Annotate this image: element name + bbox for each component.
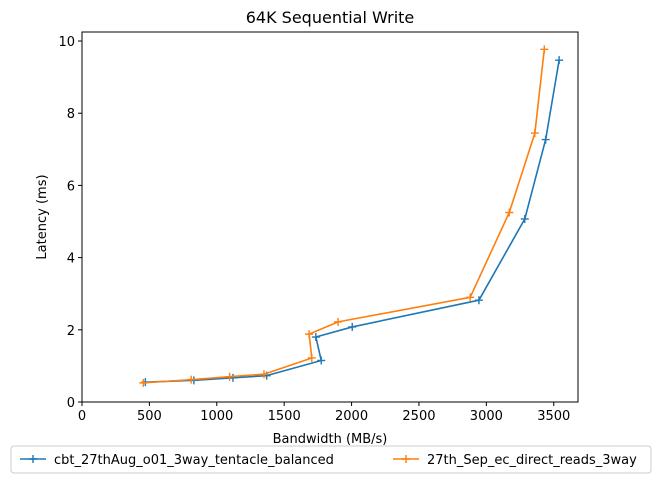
data-point [474, 296, 483, 305]
data-point [348, 322, 357, 331]
series-1 [141, 56, 564, 387]
chart-title: 64K Sequential Write [246, 8, 415, 27]
x-tick-label: 1500 [268, 409, 301, 424]
x-axis-label: Bandwidth (MB/s) [273, 432, 388, 447]
y-tick-label: 10 [58, 35, 75, 50]
legend: cbt_27thAug_o01_3way_tentacle_balanced 27… [10, 445, 652, 474]
x-tick-label: 3500 [537, 409, 570, 424]
axes-frame [81, 31, 579, 403]
legend-label: 27th_Sep_ec_direct_reads_3way [427, 453, 637, 468]
y-tick-label: 6 [67, 179, 75, 194]
data-point [530, 129, 539, 138]
data-point [225, 372, 234, 381]
data-point [505, 208, 514, 217]
y-tick-label: 8 [67, 107, 75, 122]
data-point [259, 370, 268, 379]
data-point [555, 56, 564, 65]
data-point [466, 293, 475, 302]
y-tick-label: 2 [67, 324, 75, 339]
data-point [311, 333, 320, 342]
data-point [139, 378, 148, 387]
legend-item: 27th_Sep_ec_direct_reads_3way [393, 453, 637, 468]
series-line [145, 60, 560, 383]
x-axis: 0 500 1000 1500 2000 2500 3000 3500 [78, 402, 570, 424]
series-2 [139, 45, 549, 387]
data-point [228, 373, 237, 382]
x-tick-label: 2000 [335, 409, 368, 424]
y-tick-label: 0 [67, 396, 75, 411]
plot-area [139, 45, 564, 387]
y-axis-label: Latency (ms) [35, 174, 50, 259]
data-point [305, 330, 314, 339]
data-point [334, 317, 343, 326]
x-tick-label: 0 [78, 409, 86, 424]
y-tick-label: 4 [67, 252, 75, 267]
data-point [520, 214, 529, 223]
data-point [541, 135, 550, 144]
x-tick-label: 500 [137, 409, 162, 424]
legend-marker [29, 455, 37, 463]
x-tick-label: 1000 [200, 409, 233, 424]
series-line [143, 49, 546, 384]
y-axis: 0 2 4 6 8 10 [58, 35, 82, 411]
x-tick-label: 3000 [470, 409, 503, 424]
data-point [540, 45, 549, 54]
legend-label: cbt_27thAug_o01_3way_tentacle_balanced [54, 453, 334, 468]
x-tick-label: 2500 [402, 409, 435, 424]
legend-box [10, 445, 652, 474]
data-point [187, 375, 196, 384]
data-point [307, 353, 316, 362]
legend-item: cbt_27thAug_o01_3way_tentacle_balanced [20, 453, 334, 468]
data-point [317, 356, 326, 365]
legend-marker [402, 455, 410, 463]
